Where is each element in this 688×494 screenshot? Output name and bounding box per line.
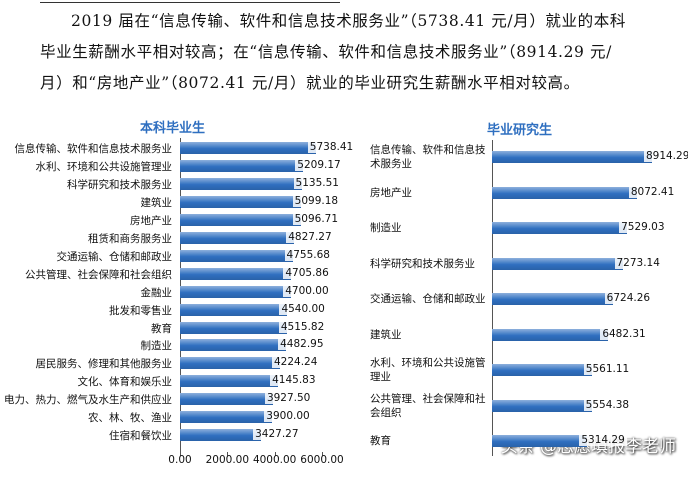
category-label: 电力、热力、燃气及水生产和供应业 <box>4 394 172 407</box>
tick-mark <box>227 452 229 456</box>
value-label: 3900.00 <box>264 410 312 423</box>
category-label: 租赁和商务服务业 <box>88 232 172 245</box>
bar <box>492 222 628 234</box>
value-label: 5209.17 <box>295 158 343 171</box>
bar <box>180 267 292 280</box>
tick-mark <box>180 452 181 456</box>
category-label: 居民服务、修理和其他服务业 <box>35 358 173 371</box>
bar <box>180 195 301 208</box>
paragraph: 2019 届在“信息传输、软件和信息技术服务业”（5738.41 元/月）就业的… <box>40 12 626 92</box>
bar <box>492 399 592 412</box>
category-label: 交通运输、仓储和邮政业 <box>370 293 486 305</box>
bar <box>180 321 287 334</box>
category-label: 信息传输、软件和信息技术服务业 <box>370 144 486 170</box>
bar <box>492 435 588 447</box>
x-tick-label: 4000.00 <box>252 454 297 466</box>
bar <box>180 177 302 190</box>
value-label: 6482.31 <box>600 327 648 340</box>
chart-title: 毕业研究生 <box>487 123 553 138</box>
category-label: 水利、环境和公共设施管理业 <box>35 160 173 173</box>
category-label: 公共管理、社会保障和社会组织 <box>370 392 486 419</box>
category-label: 住宿和餐饮业 <box>109 430 172 443</box>
value-label: 4540.00 <box>279 302 327 315</box>
value-label: 3427.27 <box>253 428 301 441</box>
category-label: 水利、环境和公共设施管理业 <box>370 357 486 383</box>
bar <box>492 257 623 270</box>
category-label: 文化、体育和娱乐业 <box>77 376 173 389</box>
category-label: 建筑业 <box>140 196 173 209</box>
bar <box>180 339 287 352</box>
chart-title: 本科毕业生 <box>140 121 206 136</box>
value-label: 5561.11 <box>583 363 632 375</box>
bar <box>180 249 293 262</box>
bar <box>180 285 292 298</box>
category-label: 科学研究和技术服务业 <box>370 257 475 270</box>
value-label: 8914.29 <box>643 150 688 162</box>
value-label: 6724.26 <box>604 292 653 304</box>
category-label: 建筑业 <box>370 328 402 341</box>
bar <box>180 393 273 406</box>
bar <box>180 411 273 424</box>
bar <box>492 328 609 341</box>
bar <box>492 293 613 305</box>
bar <box>180 357 280 370</box>
category-label: 教育 <box>151 322 172 335</box>
bar <box>180 159 304 172</box>
value-label: 7529.03 <box>619 221 667 233</box>
bar <box>180 231 295 244</box>
bar <box>180 429 262 442</box>
value-label: 5554.38 <box>583 398 632 411</box>
category-label: 制造业 <box>140 340 173 353</box>
bar <box>492 151 652 163</box>
value-label: 4224.24 <box>271 356 320 369</box>
category-label: 制造业 <box>370 222 402 234</box>
value-label: 4145.83 <box>270 374 318 387</box>
value-label: 4700.00 <box>283 284 331 297</box>
value-label: 7273.14 <box>614 256 662 269</box>
x-tick-label: 2000.00 <box>205 454 250 466</box>
value-label: 8072.41 <box>628 185 677 198</box>
value-label: 5099.18 <box>292 194 341 207</box>
value-label: 5135.51 <box>293 176 341 189</box>
category-label: 交通运输、仓储和邮政业 <box>56 250 173 263</box>
value-label: 5096.71 <box>292 212 341 225</box>
bar <box>180 303 288 316</box>
x-tick-label: 0.00 <box>168 454 192 466</box>
x-tick-label: 6000.00 <box>300 454 344 466</box>
value-label: 4827.27 <box>286 230 334 243</box>
bar <box>180 213 301 226</box>
category-label: 教育 <box>370 435 391 447</box>
value-label: 4515.82 <box>278 320 327 333</box>
category-label: 公共管理、社会保障和社会组织 <box>25 268 172 281</box>
category-label: 科学研究和技术服务业 <box>67 178 172 191</box>
category-label: 金融业 <box>140 286 173 299</box>
bar <box>180 375 279 388</box>
bar <box>492 364 592 376</box>
category-label: 农、林、牧、渔业 <box>88 412 172 425</box>
value-label: 4755.68 <box>284 248 332 261</box>
top-rule <box>40 2 340 3</box>
value-label: 4482.95 <box>278 338 326 351</box>
bar <box>492 186 637 199</box>
value-label: 3927.50 <box>264 392 313 405</box>
category-label: 房地产业 <box>130 214 172 227</box>
category-label: 房地产业 <box>370 186 412 199</box>
category-label: 信息传输、软件和信息技术服务业 <box>14 143 173 155</box>
value-label: 5738.41 <box>307 141 356 153</box>
tick-mark <box>322 452 323 456</box>
value-label: 4705.86 <box>283 266 331 279</box>
tick-mark <box>274 452 276 456</box>
value-label: 5314.29 <box>579 434 627 446</box>
category-label: 批发和零售业 <box>109 304 172 317</box>
bar <box>180 142 316 154</box>
